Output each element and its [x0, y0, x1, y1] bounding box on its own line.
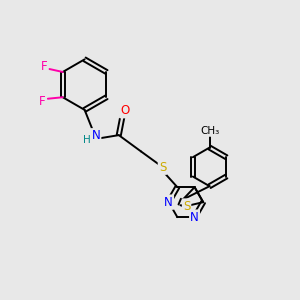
Text: S: S — [159, 161, 166, 174]
Text: S: S — [183, 200, 190, 213]
Text: O: O — [120, 104, 129, 117]
Text: CH₃: CH₃ — [200, 126, 219, 136]
Text: F: F — [39, 94, 46, 108]
Text: N: N — [190, 211, 199, 224]
Text: O: O — [120, 104, 129, 117]
Text: N: N — [190, 211, 199, 224]
Text: H: H — [83, 136, 91, 146]
Text: N: N — [92, 129, 100, 142]
Text: S: S — [183, 200, 190, 213]
Text: F: F — [41, 60, 47, 73]
Text: F: F — [39, 94, 46, 108]
Text: N: N — [164, 196, 173, 209]
Text: N: N — [92, 129, 100, 142]
Text: H: H — [83, 136, 91, 146]
Text: N: N — [164, 196, 173, 209]
Text: F: F — [41, 60, 47, 73]
Text: S: S — [159, 161, 166, 174]
